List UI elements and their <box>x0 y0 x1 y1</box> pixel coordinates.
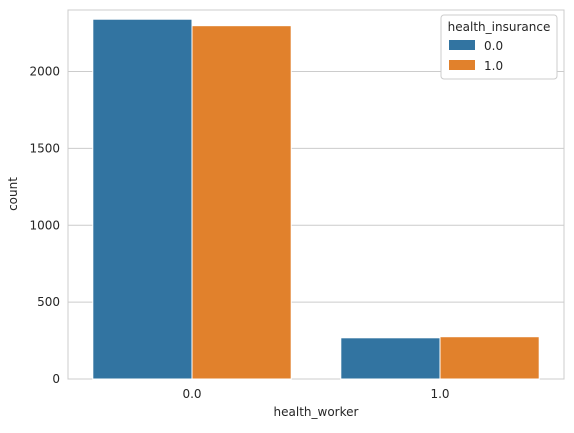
legend-label-series-1: 1.0 <box>484 59 503 73</box>
legend-swatch-series-0 <box>449 40 475 50</box>
y-axis-ticks: 0 500 1000 1500 2000 <box>29 65 60 387</box>
x-axis-ticks: 0.0 1.0 <box>182 387 449 401</box>
y-tick-label: 1000 <box>29 218 60 232</box>
legend-swatch-series-1 <box>449 60 475 70</box>
bar-series-1-category-1 <box>439 336 540 380</box>
bars <box>92 18 540 380</box>
x-tick-label: 1.0 <box>430 387 449 401</box>
legend-title: health_insurance <box>448 20 551 34</box>
bar-series-0-category-0 <box>92 18 193 380</box>
x-axis-label: health_worker <box>274 405 359 419</box>
x-tick-label: 0.0 <box>182 387 201 401</box>
legend: health_insurance 0.0 1.0 <box>440 14 558 80</box>
bar-series-0-category-1 <box>340 337 441 380</box>
y-tick-label: 500 <box>37 295 60 309</box>
bar-series-1-category-0 <box>191 25 292 380</box>
y-tick-label: 2000 <box>29 65 60 79</box>
y-tick-label: 1500 <box>29 141 60 155</box>
y-axis-label: count <box>6 177 20 211</box>
legend-label-series-0: 0.0 <box>484 39 503 53</box>
y-tick-label: 0 <box>52 372 60 386</box>
